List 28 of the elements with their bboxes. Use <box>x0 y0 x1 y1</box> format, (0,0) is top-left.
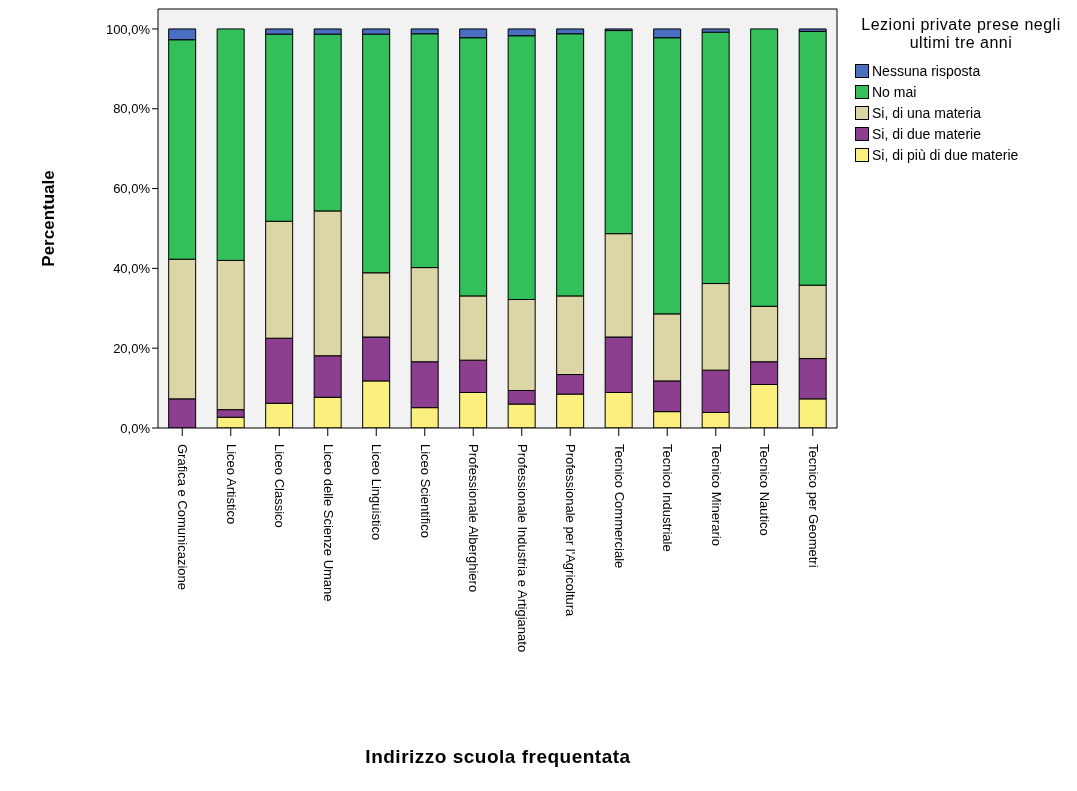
x-tick-label: Professionale Industria e Artigianato <box>514 444 530 653</box>
x-tick-label: Liceo Scientifico <box>417 444 433 538</box>
y-tick-label: 100,0% <box>105 21 151 37</box>
x-tick-label: Grafica e Comunicazione <box>175 444 191 590</box>
x-tick-label: Tecnico Nautico <box>757 444 773 536</box>
y-tick-label: 40,0% <box>113 261 151 276</box>
x-tick-label: Liceo delle Scienze Umane <box>320 444 336 602</box>
x-tick-label: Liceo Linguistico <box>369 444 385 541</box>
x-axis-title: Indirizzo scuola frequentata <box>364 746 632 768</box>
x-tick-label: Tecnico Industriale <box>660 444 676 552</box>
legend-label: Si, di una materia <box>872 104 981 121</box>
y-axis-title: Percentuale <box>39 170 59 267</box>
y-tick-label: 60,0% <box>113 181 151 197</box>
x-tick-label: Tecnico Minerario <box>708 444 724 546</box>
y-tick-label: 20,0% <box>113 340 151 356</box>
x-tick-label: Tecnico Commerciale <box>611 444 627 569</box>
x-tick-label: Liceo Artistico <box>223 444 239 525</box>
y-tick-label: 80,0% <box>113 101 151 117</box>
y-tick-label: 0,0% <box>120 420 151 436</box>
x-tick-label: Tecnico per Geometri <box>805 444 821 568</box>
legend-label: No mai <box>872 83 917 100</box>
legend-label: Si, di due materie <box>872 125 981 142</box>
x-tick-label: Professionale Alberghiero <box>466 444 482 593</box>
legend-title: Lezioni private prese negli ultimi tre anni <box>860 16 1062 52</box>
x-tick-label: Liceo Classico <box>272 444 288 528</box>
legend-label: Nessuna risposta <box>872 62 981 79</box>
x-tick-label: Professionale per l'Agricoltura <box>563 444 579 618</box>
legend-label: Si, di più di due materie <box>872 146 1019 163</box>
